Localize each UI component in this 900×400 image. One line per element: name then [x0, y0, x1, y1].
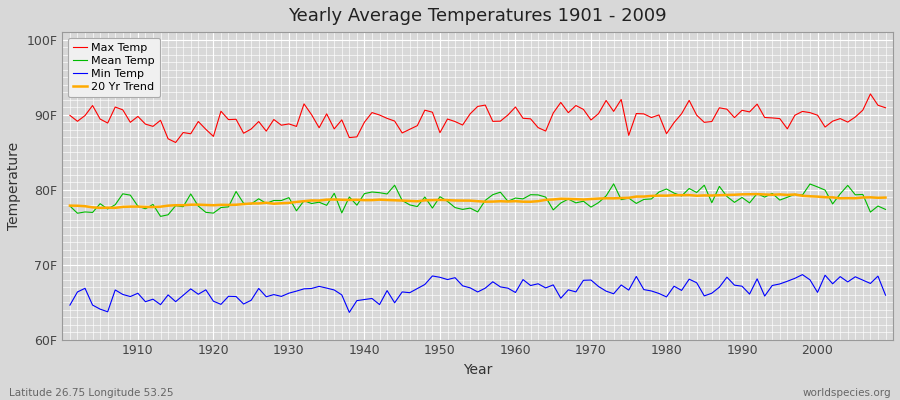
Max Temp [510, 104, 521, 109]
Min Temp [344, 310, 355, 315]
Min Temp [797, 272, 808, 277]
Min Temp [65, 303, 76, 308]
20 Yr Trend [132, 204, 143, 209]
Max Temp [125, 120, 136, 125]
Line: Mean Temp: Mean Temp [70, 184, 886, 216]
Mean Temp [518, 196, 528, 201]
Min Temp [510, 290, 521, 295]
Max Temp [518, 116, 528, 121]
20 Yr Trend [65, 203, 76, 208]
Max Temp [880, 105, 891, 110]
Min Temp [608, 291, 619, 296]
20 Yr Trend [94, 206, 105, 210]
Max Temp [299, 102, 310, 106]
Max Temp [608, 109, 619, 114]
Mean Temp [299, 198, 310, 203]
Max Temp [65, 113, 76, 118]
X-axis label: Year: Year [463, 363, 492, 377]
Mean Temp [155, 214, 166, 219]
Title: Yearly Average Temperatures 1901 - 2009: Yearly Average Temperatures 1901 - 2009 [288, 7, 667, 25]
Legend: Max Temp, Mean Temp, Min Temp, 20 Yr Trend: Max Temp, Mean Temp, Min Temp, 20 Yr Tre… [68, 38, 160, 98]
Min Temp [337, 292, 347, 297]
Text: Latitude 26.75 Longitude 53.25: Latitude 26.75 Longitude 53.25 [9, 388, 174, 398]
20 Yr Trend [510, 199, 521, 204]
20 Yr Trend [518, 199, 528, 204]
Text: worldspecies.org: worldspecies.org [803, 388, 891, 398]
Line: Min Temp: Min Temp [70, 275, 886, 312]
20 Yr Trend [299, 199, 310, 204]
Y-axis label: Temperature: Temperature [7, 142, 21, 230]
Min Temp [291, 289, 302, 294]
Max Temp [170, 140, 181, 145]
Min Temp [518, 277, 528, 282]
Min Temp [125, 294, 136, 299]
20 Yr Trend [752, 192, 762, 196]
Mean Temp [510, 196, 521, 200]
Min Temp [880, 293, 891, 298]
Mean Temp [608, 182, 619, 186]
20 Yr Trend [880, 195, 891, 200]
Max Temp [344, 135, 355, 140]
Line: 20 Yr Trend: 20 Yr Trend [70, 194, 886, 208]
Max Temp [865, 92, 876, 96]
Mean Temp [65, 204, 76, 208]
20 Yr Trend [608, 196, 619, 201]
Line: Max Temp: Max Temp [70, 94, 886, 142]
Mean Temp [616, 197, 626, 202]
Mean Temp [344, 194, 355, 199]
Mean Temp [125, 193, 136, 198]
20 Yr Trend [344, 198, 355, 202]
Mean Temp [880, 207, 891, 212]
